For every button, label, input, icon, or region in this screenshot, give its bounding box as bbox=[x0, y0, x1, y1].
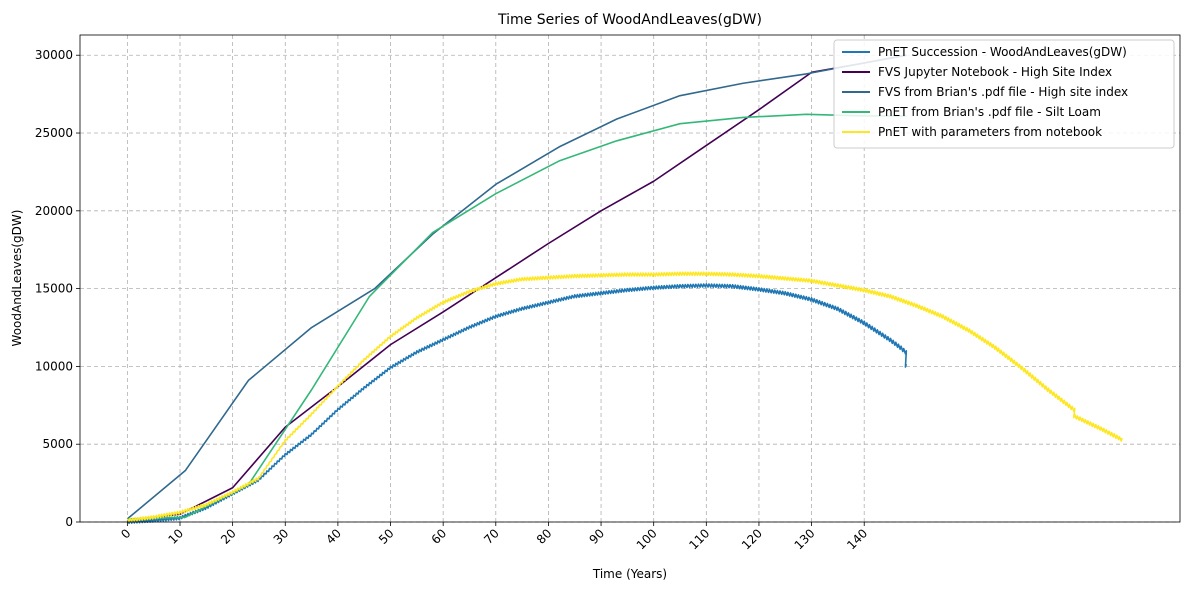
legend-entry: PnET with parameters from notebook bbox=[878, 125, 1102, 139]
legend-entry: PnET from Brian's .pdf file - Silt Loam bbox=[878, 105, 1101, 119]
y-tick-label: 15000 bbox=[35, 282, 73, 296]
x-tick-label: 80 bbox=[534, 526, 555, 547]
legend: PnET Succession - WoodAndLeaves(gDW) FVS … bbox=[833, 39, 1175, 149]
series-line-1 bbox=[127, 54, 907, 522]
x-tick-label: 120 bbox=[739, 526, 765, 552]
legend-entry: PnET Succession - WoodAndLeaves(gDW) bbox=[878, 45, 1127, 59]
series-line-2 bbox=[126, 54, 907, 520]
series-lines bbox=[126, 54, 1123, 525]
x-tick-label: 40 bbox=[323, 526, 344, 547]
x-tick-label: 130 bbox=[792, 526, 818, 552]
plot-frame bbox=[79, 34, 1181, 523]
x-tick-label: 20 bbox=[218, 526, 239, 547]
y-tick-label: 5000 bbox=[42, 437, 73, 451]
x-tick-label: 10 bbox=[165, 526, 186, 547]
series-line-4 bbox=[126, 271, 1123, 523]
x-tick-label: 110 bbox=[686, 526, 712, 552]
legend-entry: FVS from Brian's .pdf file - High site i… bbox=[878, 85, 1128, 99]
x-tick-label: 0 bbox=[118, 526, 133, 541]
y-tick-label: 0 bbox=[65, 515, 73, 529]
x-tick-label: 30 bbox=[271, 526, 292, 547]
series-line-0 bbox=[126, 283, 908, 525]
x-tick-label: 90 bbox=[586, 526, 607, 547]
y-tick-label: 25000 bbox=[35, 126, 73, 140]
x-tick-label: 70 bbox=[481, 526, 502, 547]
x-tick-label: 50 bbox=[376, 526, 397, 547]
series-line-3 bbox=[127, 113, 907, 520]
y-tick-label: 10000 bbox=[35, 359, 73, 373]
legend-box bbox=[833, 39, 1175, 149]
y-tick-label: 20000 bbox=[35, 204, 73, 218]
chart-title: Time Series of WoodAndLeaves(gDW) bbox=[497, 12, 762, 28]
x-tick-label: 60 bbox=[429, 526, 450, 547]
legend-entry: FVS Jupyter Notebook - High Site Index bbox=[878, 65, 1112, 79]
y-axis-title: WoodAndLeaves(gDW) bbox=[10, 210, 24, 347]
x-tick-label: 140 bbox=[844, 526, 870, 552]
x-tick-label: 100 bbox=[634, 526, 660, 552]
y-tick-label: 30000 bbox=[35, 48, 73, 62]
x-axis-title: Time (Years) bbox=[592, 567, 667, 581]
